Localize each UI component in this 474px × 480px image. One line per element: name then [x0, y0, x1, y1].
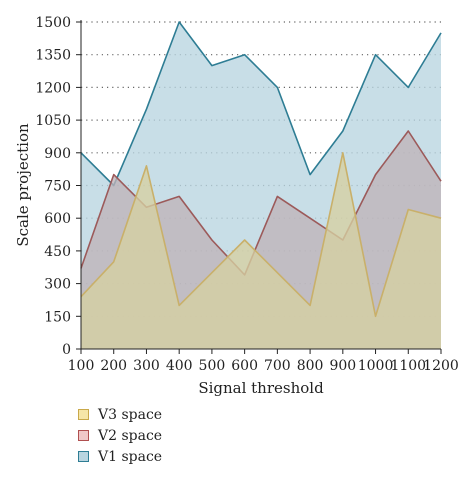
- y-tick-label: 1350: [35, 48, 71, 64]
- series-areas: [80, 21, 442, 349]
- y-axis-title: Scale projection: [14, 123, 32, 247]
- x-tick-label: 800: [297, 358, 324, 374]
- x-tick-label: 1000: [358, 358, 394, 374]
- y-tick-label: 1500: [35, 15, 71, 31]
- y-tick-label: 600: [44, 211, 71, 227]
- line-v1-space: [80, 21, 442, 187]
- y-tick-label: 450: [44, 244, 71, 260]
- tick-labels: 0 150 300 450 600 750 900 1050 1200 1350 1500 100 20…: [35, 15, 458, 374]
- x-tick-label: 500: [199, 358, 226, 374]
- y-tick-label: 0: [62, 342, 71, 358]
- legend-swatch-v1: [78, 451, 89, 462]
- legend: V3 space V2 space V1 space: [78, 404, 162, 467]
- x-tick-label: 300: [133, 358, 160, 374]
- y-tick-label: 750: [44, 179, 71, 195]
- y-tick-label: 1050: [35, 113, 71, 129]
- y-tick-label: 300: [44, 277, 71, 293]
- x-tick-label: 200: [100, 358, 127, 374]
- y-tick-label: 900: [44, 146, 71, 162]
- x-tick-label: 1100: [390, 358, 426, 374]
- x-tick-label: 1200: [423, 358, 459, 374]
- legend-label-v3: V3 space: [98, 406, 163, 423]
- x-tick-label: 700: [264, 358, 291, 374]
- legend-item-v3: V3 space: [78, 404, 162, 425]
- legend-item-v2: V2 space: [78, 425, 162, 446]
- x-axis-title: Signal threshold: [198, 379, 324, 397]
- area-chart: 0 150 300 450 600 750 900 1050 1200 1350 1500 100 20…: [14, 15, 459, 397]
- x-tick-label: 400: [166, 358, 193, 374]
- legend-swatch-v3: [78, 409, 89, 420]
- legend-label-v1: V1 space: [98, 448, 163, 465]
- x-tick-label: 600: [231, 358, 258, 374]
- area-v3-space: [81, 152, 441, 349]
- x-tick-label: 900: [329, 358, 356, 374]
- axes: [80, 20, 441, 350]
- legend-label-v2: V2 space: [98, 427, 163, 444]
- x-tick-label: 100: [68, 358, 95, 374]
- y-tick-label: 150: [44, 309, 71, 325]
- line-v3-space: [80, 152, 442, 318]
- legend-swatch-v2: [78, 430, 89, 441]
- legend-item-v1: V1 space: [78, 446, 162, 467]
- y-tick-label: 1200: [35, 80, 71, 96]
